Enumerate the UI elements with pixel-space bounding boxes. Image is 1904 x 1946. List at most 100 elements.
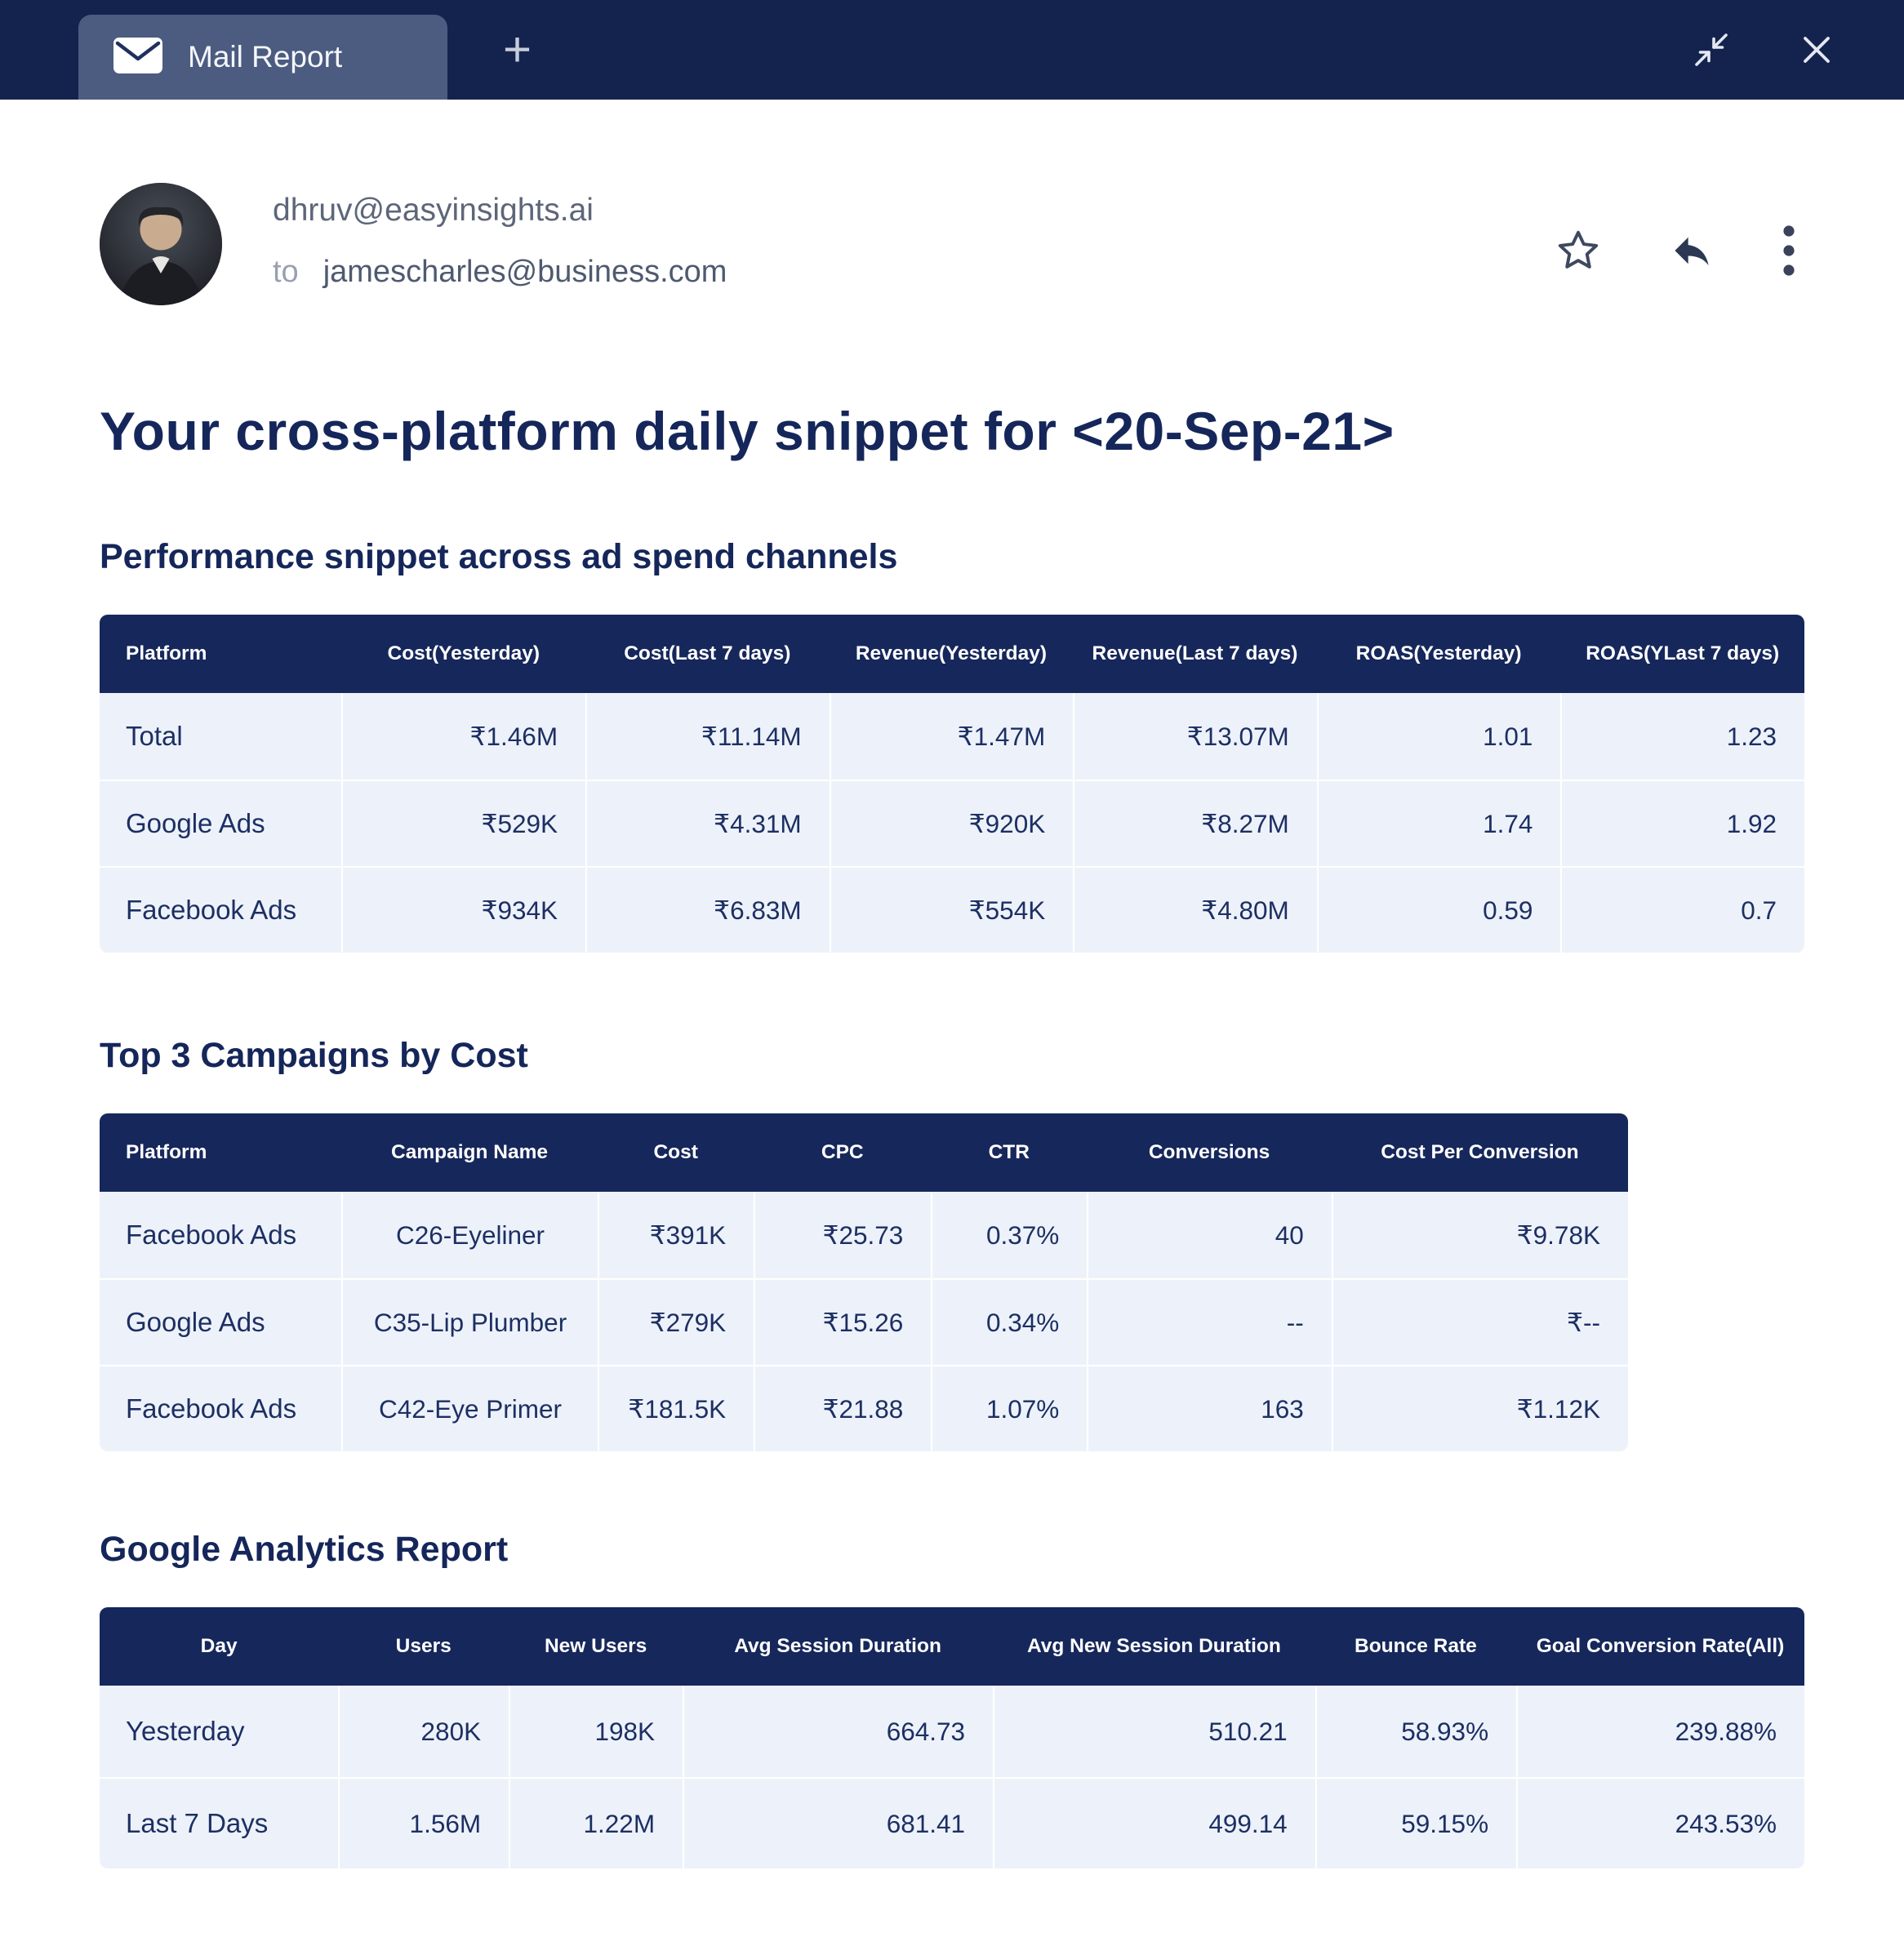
window-controls: [1692, 30, 1904, 69]
column-header: ROAS(YLast 7 days): [1560, 615, 1804, 693]
table-cell: 664.73: [683, 1686, 994, 1777]
table-row: Google Ads ₹529K ₹4.31M ₹920K ₹8.27M 1.74 1.92: [100, 780, 1804, 866]
table-cell: 1.07%: [931, 1365, 1088, 1451]
table-cell: 1.22M: [509, 1777, 683, 1868]
table-cell: ₹15.26: [754, 1278, 932, 1365]
table-cell: 1.23: [1560, 693, 1804, 780]
column-header: Platform: [100, 1113, 341, 1192]
sender-email: dhruv@easyinsights.ai: [273, 193, 594, 228]
column-header: Conversions: [1087, 1113, 1332, 1192]
table-cell: C26-Eyeliner: [340, 1192, 598, 1278]
column-header: Cost(Last 7 days): [585, 615, 830, 693]
table-cell: ₹279K: [598, 1278, 754, 1365]
column-header: New Users: [509, 1607, 683, 1686]
table-cell: 0.34%: [931, 1278, 1088, 1365]
star-icon[interactable]: [1555, 228, 1602, 273]
recipient-line: to jamescharles@business.com: [273, 255, 727, 290]
column-header: Avg New Session Duration: [993, 1607, 1315, 1686]
column-header: CTR: [931, 1113, 1088, 1192]
table-cell: ₹9.78K: [1331, 1192, 1628, 1278]
mail-envelope-icon: [113, 37, 163, 78]
column-header: Campaign Name: [340, 1113, 598, 1192]
table-cell: ₹920K: [829, 780, 1074, 866]
table-cell: ₹4.80M: [1073, 866, 1317, 953]
table-cell: ₹11.14M: [585, 693, 830, 780]
table-cell: Total: [100, 693, 342, 780]
column-header: Revenue(Yesterday): [829, 615, 1074, 693]
table-cell: ₹6.83M: [585, 866, 830, 953]
column-header: Bounce Rate: [1315, 1607, 1517, 1686]
table-cell: 1.92: [1560, 780, 1804, 866]
table-cell: ₹4.31M: [585, 780, 830, 866]
table-row: Facebook Ads C42-Eye Primer ₹181.5K ₹21.88 1…: [100, 1365, 1628, 1451]
email-subject: Your cross-platform daily snippet for <2…: [100, 401, 1395, 461]
table-cell: ₹25.73: [754, 1192, 932, 1278]
table-row: Google Ads C35-Lip Plumber ₹279K ₹15.26 0.34…: [100, 1278, 1628, 1365]
table-cell: Last 7 Days: [100, 1777, 339, 1868]
section-title-campaigns: Top 3 Campaigns by Cost: [100, 1036, 528, 1075]
reply-icon[interactable]: [1667, 229, 1716, 272]
table-cell: ₹181.5K: [598, 1365, 754, 1451]
email-header: dhruv@easyinsights.ai to jamescharles@bu…: [100, 183, 1804, 305]
section-title-analytics: Google Analytics Report: [100, 1530, 509, 1569]
table-cell: 1.74: [1316, 780, 1561, 866]
table-row: Facebook Ads ₹934K ₹6.83M ₹554K ₹4.80M 0.59 0.…: [100, 866, 1804, 953]
table-cell: 58.93%: [1315, 1686, 1517, 1777]
table-cell: 1.56M: [338, 1777, 509, 1868]
column-header: ROAS(Yesterday): [1316, 615, 1561, 693]
table-cell: ₹529K: [341, 780, 586, 866]
table-cell: 59.15%: [1315, 1777, 1517, 1868]
table-cell: 239.88%: [1516, 1686, 1804, 1777]
table-row: Facebook Ads C26-Eyeliner ₹391K ₹25.73 0.37%…: [100, 1192, 1628, 1278]
table-cell: ₹554K: [829, 866, 1074, 953]
table-cell: ₹--: [1331, 1278, 1628, 1365]
tab-title: Mail Report: [188, 40, 343, 73]
column-header: CPC: [754, 1113, 932, 1192]
sender-block: dhruv@easyinsights.ai to jamescharles@bu…: [273, 183, 727, 290]
table-cell: 0.37%: [931, 1192, 1088, 1278]
table-cell: C35-Lip Plumber: [340, 1278, 598, 1365]
close-icon[interactable]: [1799, 33, 1834, 67]
table-cell: ₹13.07M: [1073, 693, 1317, 780]
column-header: Day: [100, 1607, 339, 1686]
column-header: Avg Session Duration: [683, 1607, 994, 1686]
table-cell: Facebook Ads: [100, 1192, 341, 1278]
table-cell: Facebook Ads: [100, 1365, 341, 1451]
column-header: Users: [338, 1607, 509, 1686]
campaigns-table: Platform Campaign Name Cost CPC CTR Conversio…: [100, 1113, 1628, 1451]
table-row: Yesterday 280K 198K 664.73 510.21 58.93% 239.8…: [100, 1686, 1804, 1777]
analytics-table: Day Users New Users Avg Session Duration Avg…: [100, 1607, 1804, 1868]
table-cell: ₹8.27M: [1073, 780, 1317, 866]
table-cell: ₹391K: [598, 1192, 754, 1278]
table-cell: Google Ads: [100, 780, 342, 866]
sender-avatar: [100, 183, 222, 305]
table-cell: 0.59: [1316, 866, 1561, 953]
tab-mail-report[interactable]: Mail Report: [78, 15, 447, 100]
more-options-icon[interactable]: [1782, 224, 1796, 278]
window-titlebar: Mail Report +: [0, 0, 1904, 100]
collapse-window-icon[interactable]: [1692, 30, 1731, 69]
table-cell: 0.7: [1560, 866, 1804, 953]
new-tab-button[interactable]: +: [495, 25, 540, 74]
table-cell: 243.53%: [1516, 1777, 1804, 1868]
table-cell: C42-Eye Primer: [340, 1365, 598, 1451]
table-cell: Yesterday: [100, 1686, 339, 1777]
table-cell: ₹1.46M: [341, 693, 586, 780]
section-title-performance: Performance snippet across ad spend chan…: [100, 537, 898, 576]
email-body: dhruv@easyinsights.ai to jamescharles@bu…: [0, 183, 1904, 1868]
table-cell: ₹934K: [341, 866, 586, 953]
performance-table: Platform Cost(Yesterday) Cost(Last 7 days)…: [100, 615, 1804, 953]
table-cell: Google Ads: [100, 1278, 341, 1365]
table-cell: 499.14: [993, 1777, 1315, 1868]
table-cell: 280K: [338, 1686, 509, 1777]
email-actions: [1555, 183, 1804, 278]
table-header-row: Platform Cost(Yesterday) Cost(Last 7 days)…: [100, 615, 1804, 693]
table-cell: ₹1.12K: [1331, 1365, 1628, 1451]
table-cell: 681.41: [683, 1777, 994, 1868]
column-header: Goal Conversion Rate(All): [1516, 1607, 1804, 1686]
column-header: Cost: [598, 1113, 754, 1192]
column-header: Cost Per Conversion: [1331, 1113, 1628, 1192]
table-header-row: Day Users New Users Avg Session Duration Avg…: [100, 1607, 1804, 1686]
table-cell: --: [1087, 1278, 1332, 1365]
table-cell: 40: [1087, 1192, 1332, 1278]
